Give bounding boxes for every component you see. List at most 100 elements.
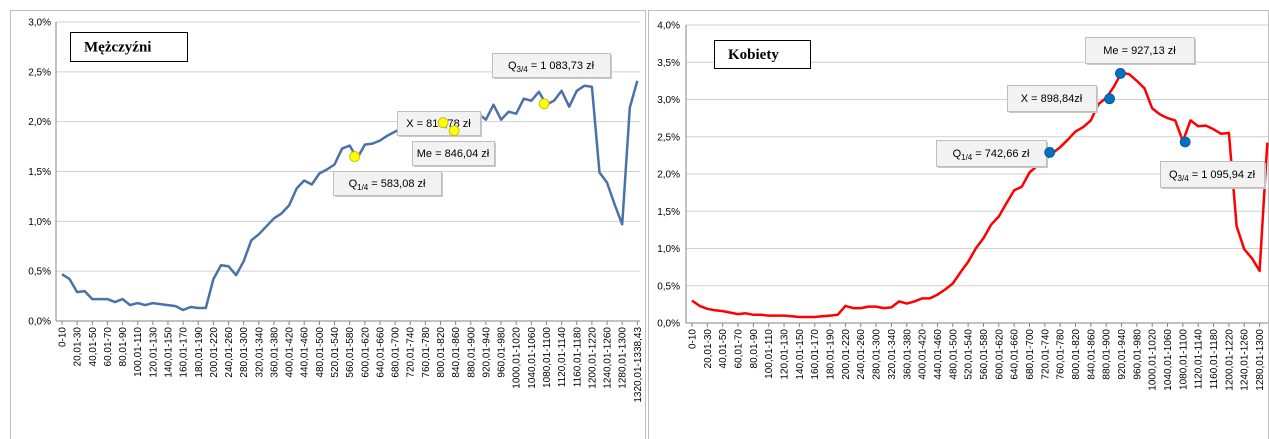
x-tick-label: 1280,01-1300	[1255, 329, 1266, 391]
x-tick-label: 400,01-420	[285, 327, 296, 378]
x-tick-label: 560,01-580	[979, 329, 990, 380]
annotation-marker	[1179, 136, 1191, 148]
annotation-text: Q	[1169, 169, 1178, 181]
right-panel	[648, 10, 1269, 439]
x-tick-label: 720,01-740	[406, 327, 417, 378]
y-tick-label: 1,0%	[28, 217, 51, 228]
x-tick-label: 1160,01-1180	[1209, 329, 1220, 390]
x-tick-label: 640,01-660	[375, 327, 386, 378]
x-tick-label: 480,01-500	[948, 329, 959, 380]
annotation-box	[412, 141, 495, 166]
annotation-label: Q1/4 = 583,08 zł	[349, 178, 426, 192]
x-tick-label: 140,01-150	[163, 327, 174, 378]
annotation-text: = 1 095,94 zł	[1189, 169, 1256, 181]
y-tick-label: 2,5%	[28, 67, 51, 78]
y-tick-label: 3,0%	[28, 18, 51, 29]
x-tick-label: 440,01-460	[300, 327, 311, 378]
annotation-text: = 742,66 zł	[972, 148, 1030, 160]
annotation-marker	[1104, 93, 1115, 105]
x-tick-label: 760,01-780	[421, 327, 432, 378]
annotation-text: X = 898,84zł	[1021, 93, 1083, 105]
x-tick-label: 1080,01-1100	[542, 327, 553, 388]
x-tick-label: 180,01-190	[194, 327, 205, 378]
annotation-text: = 583,08 zł	[368, 178, 426, 190]
annotation-marker	[349, 151, 361, 162]
x-tick-label: 240,01-260	[856, 329, 867, 380]
x-tick-label: 520,01-540	[964, 329, 975, 380]
x-tick-label: 80,01-90	[118, 327, 129, 367]
x-tick-label: 320,01-340	[254, 327, 265, 378]
x-tick-label: 440,01-460	[933, 329, 944, 380]
title-box	[70, 32, 188, 62]
x-tick-label: 600,01-620	[360, 327, 371, 378]
y-tick-label: 1,5%	[28, 167, 51, 178]
x-tick-label: 280,01-300	[239, 327, 250, 378]
annotation-label: X = 898,84zł	[1021, 93, 1083, 105]
chart-title: Mężczyźni	[84, 40, 151, 56]
chart-title: Kobiety	[728, 47, 779, 63]
data-line	[691, 71, 1269, 319]
y-tick-label: 1,5%	[657, 207, 680, 218]
annotation-subscript: 1/4	[961, 153, 973, 162]
x-tick-label: 0-10	[688, 329, 699, 349]
x-tick-label: 280,01-300	[872, 329, 883, 380]
annotation-text: Me = 927,13 zł	[1103, 45, 1176, 57]
annotation-text: Me = 846,04 zł	[417, 148, 490, 160]
annotation-label: Q3/4 = 1 095,94 zł	[1169, 169, 1256, 183]
annotation-box	[1085, 37, 1195, 64]
x-tick-label: 1200,01-1220	[587, 327, 598, 389]
x-tick-label: 100,01-110	[764, 329, 775, 379]
y-tick-label: 0,5%	[28, 267, 51, 278]
x-tick-label: 1000,01-1020	[512, 327, 523, 389]
y-tick-label: 0,0%	[28, 317, 51, 328]
x-tick-label: 840,01-860	[451, 327, 462, 378]
annotation-text: Q	[953, 148, 962, 160]
x-tick-label: 640,01-660	[1010, 329, 1021, 380]
x-tick-label: 120,01-130	[780, 329, 791, 380]
x-tick-label: 320,01-340	[887, 329, 898, 380]
annotation-subscript: 3/4	[517, 65, 529, 74]
y-tick-label: 0,0%	[657, 319, 680, 330]
x-tick-label: 1240,01-1260	[603, 327, 614, 389]
x-tick-label: 20,01-30	[703, 329, 714, 369]
x-tick-label: 1200,01-1220	[1224, 329, 1235, 391]
x-tick-label: 60,01-70	[103, 327, 114, 367]
y-tick-label: 2,5%	[657, 132, 680, 143]
y-tick-label: 2,0%	[28, 117, 51, 128]
annotation-box	[1160, 161, 1265, 188]
y-tick-label: 4,0%	[657, 21, 680, 32]
annotation-subscript: 1/4	[357, 183, 369, 192]
x-tick-label: 200,01-220	[841, 329, 852, 380]
x-tick-label: 360,01-380	[902, 329, 913, 380]
x-tick-label: 800,01-820	[436, 327, 447, 378]
x-tick-label: 200,01-220	[209, 327, 220, 378]
x-tick-label: 1120,01-1140	[557, 327, 568, 388]
x-tick-label: 80,01-90	[749, 329, 760, 369]
x-tick-label: 880,01-900	[1102, 329, 1113, 380]
x-tick-label: 140,01-150	[795, 329, 806, 380]
y-tick-label: 2,0%	[657, 170, 680, 181]
x-tick-label: 920,01-940	[481, 327, 492, 378]
x-tick-label: 520,01-540	[330, 327, 341, 378]
x-tick-label: 680,01-700	[391, 327, 402, 378]
y-tick-label: 3,5%	[657, 58, 680, 69]
x-tick-label: 720,01-740	[1040, 329, 1051, 380]
annotation-box	[1007, 85, 1097, 112]
x-tick-label: 1280,01-1300	[618, 327, 629, 389]
annotation-box	[333, 171, 442, 196]
annotation-marker	[437, 117, 449, 129]
x-tick-label: 1040,01-1060	[527, 327, 538, 389]
annotation-label: Me = 846,04 zł	[417, 148, 490, 160]
annotation-marker	[448, 125, 460, 137]
x-tick-label: 40,01-50	[718, 329, 729, 369]
y-tick-label: 1,0%	[657, 244, 680, 255]
annotation-box	[492, 53, 611, 78]
annotation-text: Q	[508, 60, 517, 72]
x-tick-label: 160,01-170	[810, 329, 821, 380]
x-tick-label: 840,01-860	[1086, 329, 1097, 380]
annotation-box	[936, 140, 1047, 167]
x-tick-label: 20,01-30	[73, 327, 84, 367]
x-tick-label: 360,01-380	[269, 327, 280, 378]
x-tick-label: 680,01-700	[1025, 329, 1036, 380]
